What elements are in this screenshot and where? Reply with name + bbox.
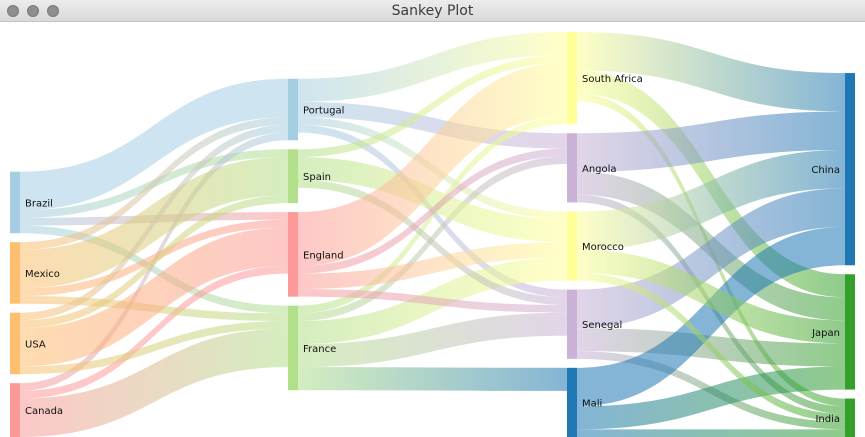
window-title: Sankey Plot [391, 3, 474, 19]
node-label-china: China [811, 165, 840, 176]
link-england-to-morocco[interactable] [298, 242, 567, 289]
node-label-angola: Angola [582, 164, 617, 175]
link-morocco-to-japan[interactable] [577, 249, 845, 344]
node-label-senegal: Senegal [582, 320, 622, 331]
node-label-canada: Canada [25, 406, 63, 417]
node-canada[interactable] [10, 383, 20, 437]
links-layer [20, 32, 845, 437]
node-brazil[interactable] [10, 171, 20, 234]
link-spain-to-senegal[interactable] [298, 180, 567, 305]
minimize-window-button[interactable] [27, 5, 39, 17]
node-mali[interactable] [567, 367, 577, 437]
link-usa-to-france[interactable] [20, 321, 288, 375]
node-portugal[interactable] [288, 78, 298, 141]
node-senegal[interactable] [567, 289, 577, 359]
node-japan[interactable] [845, 274, 855, 390]
node-label-south-africa: South Africa [582, 74, 643, 85]
node-label-portugal: Portugal [303, 106, 344, 117]
link-usa-to-portugal[interactable] [20, 124, 288, 321]
node-label-usa: USA [25, 339, 46, 350]
link-morocco-to-india[interactable] [577, 272, 845, 422]
node-morocco[interactable] [567, 211, 577, 281]
node-india[interactable] [845, 398, 855, 437]
link-mali-to-china[interactable] [577, 226, 845, 407]
node-spain[interactable] [288, 149, 298, 204]
link-usa-to-england[interactable] [20, 227, 288, 367]
link-mexico-to-portugal[interactable] [20, 117, 288, 250]
node-label-mexico: Mexico [25, 269, 60, 280]
node-label-france: France [303, 344, 336, 355]
link-mali-to-india[interactable] [577, 429, 845, 437]
link-england-to-south-africa[interactable] [298, 62, 567, 266]
link-france-to-mali[interactable] [298, 367, 567, 391]
link-south-africa-to-china[interactable] [577, 32, 845, 112]
link-portugal-to-south-africa[interactable] [298, 32, 567, 102]
link-canada-to-england[interactable] [20, 265, 288, 399]
node-label-spain: Spain [303, 172, 331, 183]
node-label-japan: Japan [811, 328, 840, 339]
link-england-to-senegal[interactable] [298, 288, 567, 313]
node-england[interactable] [288, 212, 298, 297]
link-usa-to-spain[interactable] [20, 195, 288, 329]
node-mexico[interactable] [10, 242, 20, 304]
node-usa[interactable] [10, 312, 20, 375]
link-canada-to-france[interactable] [20, 328, 288, 437]
labels-layer: Brazil Mexico USA Canada Portugal Spain Englan… [25, 74, 840, 425]
node-angola[interactable] [567, 133, 577, 203]
close-window-button[interactable] [7, 5, 19, 17]
link-france-to-senegal[interactable] [298, 312, 567, 368]
node-france[interactable] [288, 305, 298, 391]
link-mali-to-japan[interactable] [577, 366, 845, 430]
node-label-england: England [303, 250, 344, 261]
link-spain-to-morocco[interactable] [298, 156, 567, 243]
link-angola-to-china[interactable] [577, 111, 845, 172]
sankey-chart: Brazil Mexico USA Canada Portugal Spain Englan… [10, 32, 855, 437]
link-england-to-angola[interactable] [298, 148, 567, 274]
node-label-mali: Mali [582, 398, 602, 409]
link-morocco-to-china[interactable] [577, 149, 845, 250]
link-spain-to-south-africa[interactable] [298, 55, 567, 157]
link-brazil-to-france[interactable] [20, 225, 288, 314]
node-label-india: India [815, 414, 840, 425]
node-china[interactable] [845, 73, 855, 266]
nodes-layer [10, 32, 855, 437]
title-bar: Sankey Plot [0, 0, 865, 22]
link-brazil-to-portugal[interactable] [20, 78, 288, 211]
zoom-window-button[interactable] [47, 5, 59, 17]
node-label-morocco: Morocco [582, 242, 624, 253]
node-south-africa[interactable] [567, 32, 577, 125]
node-label-brazil: Brazil [25, 198, 53, 209]
